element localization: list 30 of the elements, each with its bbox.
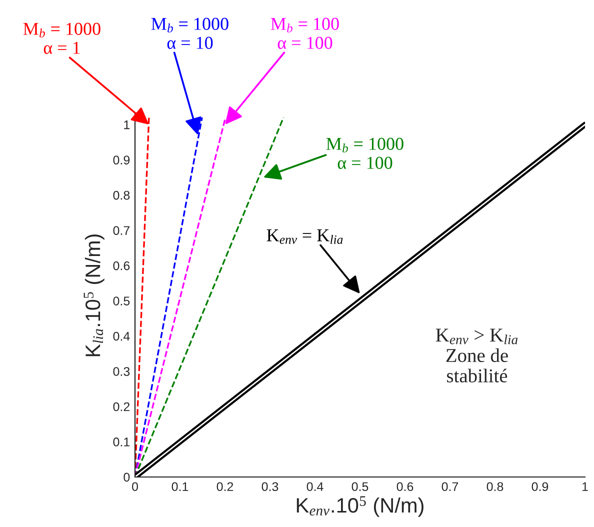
x-tick-label: 0.8 xyxy=(486,482,504,492)
x-tick-label: 0.2 xyxy=(216,482,234,492)
x-tick-label: 0.9 xyxy=(532,482,548,492)
y-tick-label: 1 xyxy=(124,120,130,130)
y-tick-label: 0.4 xyxy=(113,332,130,341)
y-axis-title: K$_{lia}$.10$^{5}$ (N/m) xyxy=(84,234,104,356)
y-tick-label: 0.5 xyxy=(113,296,130,306)
x-tick-label: 0 xyxy=(132,482,138,492)
x-tick-label: 0.3 xyxy=(262,482,278,492)
x-tick-label: 0.5 xyxy=(352,482,368,492)
x-tick-label: 0.4 xyxy=(306,482,324,492)
annotation: K$_{env}$ = K$_{lia}$ xyxy=(266,229,343,244)
y-tick-label: 0.7 xyxy=(113,226,130,235)
y-tick-label: 0.9 xyxy=(113,156,130,164)
annotation: M$_{b}$ = 1000 α = 100 xyxy=(326,138,404,169)
y-tick-label: 0.6 xyxy=(113,261,130,270)
y-tick-label: 0.3 xyxy=(113,367,130,376)
annotation: M$_{b}$ = 1000 α = 1 xyxy=(23,22,100,54)
x-axis-title: K$_{env}$.10$^{5}$ (N/m) xyxy=(296,496,424,517)
y-tick-label: 0.1 xyxy=(113,438,130,446)
annotation: M$_{b}$ = 1000 α = 10 xyxy=(151,18,228,49)
annotation: M$_{b}$ = 100 α = 100 xyxy=(270,18,339,49)
x-tick-label: 0.1 xyxy=(172,482,188,492)
y-tick-label: 0.8 xyxy=(113,190,130,200)
annotation: K$_{env}$ > K$_{lia}$ Zone de stabilité xyxy=(436,328,518,382)
y-tick-label: 0.2 xyxy=(113,402,130,412)
x-tick-label: 0.7 xyxy=(442,482,458,492)
x-tick-label: 1 xyxy=(582,482,588,491)
x-tick-label: 0.6 xyxy=(396,482,414,492)
y-tick-label: 0 xyxy=(124,472,130,482)
